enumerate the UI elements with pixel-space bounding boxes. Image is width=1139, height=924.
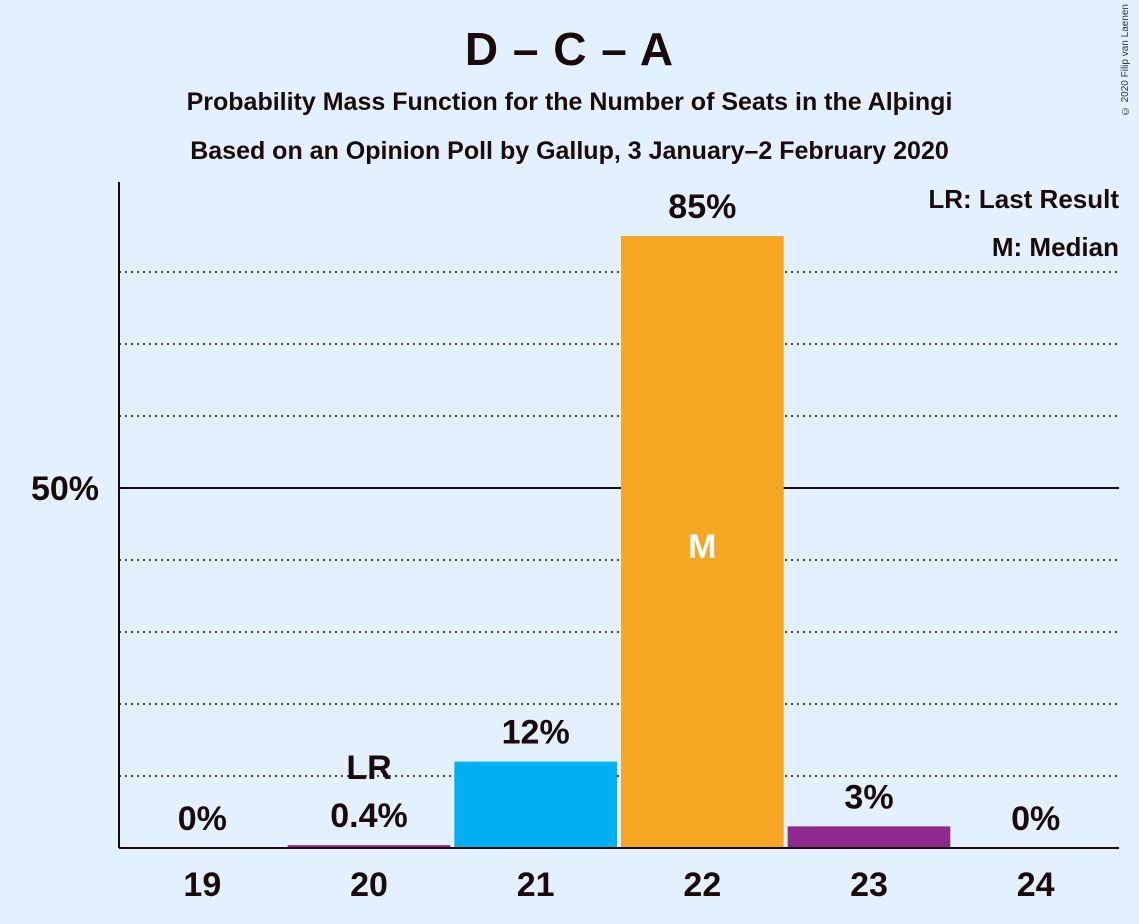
value-label-23: 3% bbox=[844, 778, 893, 816]
y-tick-label: 50% bbox=[31, 470, 99, 508]
value-label-21: 12% bbox=[502, 714, 570, 752]
bar-22 bbox=[621, 236, 784, 848]
legend-last-result: LR: Last Result bbox=[928, 184, 1119, 214]
value-label-19: 0% bbox=[178, 800, 227, 838]
value-label-22: 85% bbox=[668, 188, 736, 226]
x-tick-label-23: 23 bbox=[850, 866, 888, 904]
x-tick-label-24: 24 bbox=[1017, 866, 1055, 904]
legend-median: M: Median bbox=[991, 232, 1119, 262]
value-label-24: 0% bbox=[1011, 800, 1060, 838]
value-label-20: 0.4% bbox=[330, 797, 408, 835]
chart-subtitle: Probability Mass Function for the Number… bbox=[186, 88, 953, 116]
median-marker: M bbox=[688, 528, 716, 566]
chart-source-line: Based on an Opinion Poll by Gallup, 3 Ja… bbox=[190, 137, 949, 165]
bar-21 bbox=[454, 761, 617, 848]
x-tick-label-22: 22 bbox=[683, 866, 721, 904]
bar-20 bbox=[287, 845, 451, 848]
bar-23 bbox=[787, 826, 951, 848]
x-tick-label-21: 21 bbox=[517, 866, 555, 904]
x-tick-label-20: 20 bbox=[350, 866, 388, 904]
chart-title: D – C – A bbox=[464, 23, 675, 75]
last-result-marker: LR bbox=[346, 749, 391, 787]
x-tick-label-19: 19 bbox=[183, 866, 221, 904]
